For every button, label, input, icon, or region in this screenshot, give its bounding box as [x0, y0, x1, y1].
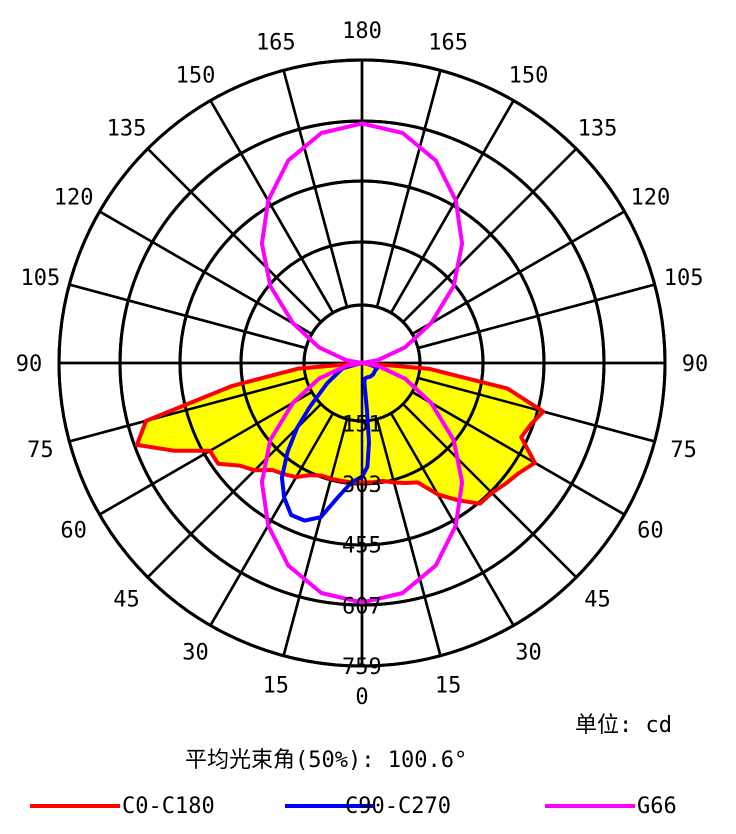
- angle-label-left-135: 135: [107, 117, 147, 142]
- spoke-overlay-345: [282, 418, 349, 656]
- spoke-overlay-105: [417, 283, 655, 350]
- spoke-overlay-240: [98, 210, 313, 336]
- intensity-curves: [57, 58, 667, 668]
- angle-label-left-105: 105: [20, 266, 60, 291]
- angle-label-right-45: 45: [584, 587, 611, 612]
- legend: C0-C180 C90-C270 G66: [0, 786, 736, 826]
- legend-label-c90-c270: C90-C270: [345, 793, 451, 819]
- angle-label-left-15: 15: [263, 674, 290, 699]
- spoke-overlay-300: [98, 390, 313, 516]
- legend-label-g66: G66: [637, 793, 677, 819]
- angle-label-left-60: 60: [60, 519, 87, 544]
- spoke-overlay-120: [411, 210, 626, 336]
- legend-item-c0-c180: C0-C180: [30, 786, 215, 826]
- spoke-overlay-30: [389, 412, 515, 627]
- polar-candela-chart: 1513034556077591801651501351201059075604…: [16, 19, 709, 710]
- spoke-overlay-165: [375, 70, 442, 308]
- angle-label-right-135: 135: [578, 117, 618, 142]
- angle-label-left-120: 120: [54, 186, 94, 211]
- legend-swatch-c0-c180: [30, 804, 120, 808]
- series-line-g66: [259, 121, 465, 605]
- angle-label-right-15: 15: [435, 674, 462, 699]
- series-line-c90-c270: [279, 361, 379, 523]
- angle-label-right-75: 75: [670, 438, 697, 463]
- angle-label-left-0: 0: [355, 685, 368, 710]
- spoke-overlay-75: [417, 376, 655, 443]
- spoke-overlay-150: [389, 99, 515, 314]
- angle-label-left-90: 90: [16, 352, 43, 377]
- angle-label-left-45: 45: [113, 587, 140, 612]
- angle-label-right-30: 30: [515, 640, 542, 665]
- spoke-overlay-60: [411, 390, 626, 516]
- radial-tick-label-455: 455: [342, 534, 382, 559]
- spoke-overlay-285: [69, 376, 307, 443]
- angle-label-right-165: 165: [428, 30, 468, 55]
- series-fill-c0-c180: [136, 363, 544, 504]
- angle-label-left-150: 150: [176, 64, 216, 89]
- ring-overlay-0: [302, 303, 422, 423]
- spoke-overlay-255: [69, 283, 307, 350]
- angle-label-left-165: 165: [256, 30, 296, 55]
- beam-angle-label: 平均光束角(50%): 100.6°: [185, 748, 468, 773]
- spoke-overlay-330: [209, 412, 335, 627]
- unit-label: 单位: cd: [575, 713, 672, 738]
- spoke-overlay-195: [282, 70, 349, 308]
- angle-label-right-90: 90: [682, 352, 709, 377]
- angle-label-left-180: 180: [342, 19, 382, 44]
- radial-tick-label-151: 151: [342, 412, 382, 437]
- angle-label-left-75: 75: [27, 438, 54, 463]
- grid-overlay: [57, 58, 667, 668]
- chart-labels: 1513034556077591801651501351201059075604…: [16, 19, 709, 710]
- angle-label-left-30: 30: [182, 640, 209, 665]
- angle-label-right-120: 120: [631, 186, 671, 211]
- legend-swatch-c90-c270: [285, 804, 375, 808]
- series-line-c0-c180: [134, 361, 546, 506]
- ring-overlay-2: [178, 179, 546, 547]
- legend-item-g66: G66: [545, 786, 677, 826]
- spoke-overlay-210: [209, 99, 335, 314]
- radial-tick-label-607: 607: [342, 594, 382, 619]
- legend-label-c0-c180: C0-C180: [122, 793, 215, 819]
- radial-tick-label-759: 759: [342, 655, 382, 680]
- legend-swatch-g66: [545, 804, 635, 808]
- ring-overlay-4: [57, 58, 667, 668]
- angle-label-right-105: 105: [664, 266, 704, 291]
- spoke-overlay-15: [375, 418, 442, 656]
- radial-tick-label-303: 303: [342, 473, 382, 498]
- angle-label-right-150: 150: [509, 64, 549, 89]
- legend-item-c90-c270: C90-C270: [285, 786, 451, 826]
- angle-label-right-60: 60: [637, 519, 664, 544]
- ring-overlay-3: [118, 119, 606, 607]
